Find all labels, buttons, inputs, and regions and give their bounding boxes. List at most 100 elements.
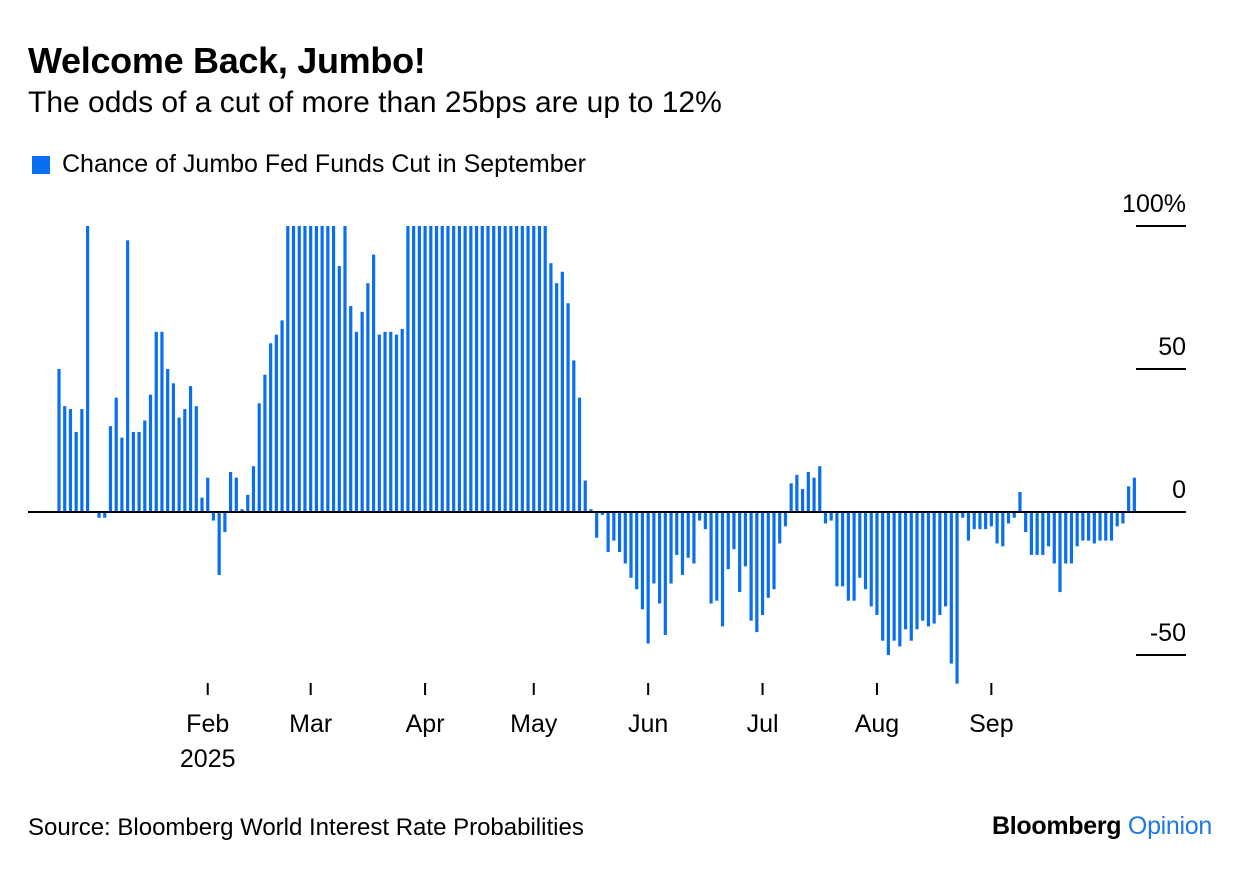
bar [812, 477, 816, 512]
bar [1127, 486, 1131, 512]
bar [635, 512, 639, 590]
bar [269, 343, 273, 512]
bar [120, 437, 124, 512]
bar [749, 512, 753, 621]
bar [658, 512, 662, 604]
bar [1081, 512, 1085, 541]
bar [131, 431, 135, 512]
bar [1098, 512, 1102, 541]
bar [795, 474, 799, 512]
bar [646, 512, 650, 644]
bar [955, 512, 959, 684]
bar [789, 483, 793, 512]
y-tick-label: 100% [1122, 190, 1186, 218]
bar [858, 512, 862, 578]
x-tick-label: Mar [289, 710, 332, 738]
bar [720, 512, 725, 627]
bar [938, 512, 942, 615]
bar [892, 512, 896, 641]
bar [63, 406, 67, 512]
bar [309, 226, 313, 512]
bar [148, 394, 153, 512]
bar [1041, 512, 1045, 555]
bar [577, 397, 582, 512]
bar [926, 512, 931, 627]
bar [188, 386, 193, 512]
bar-chart: 100% 50 0 -50 Feb 2025 Mar Apr May Jun Jul Aug Sep [28, 190, 1186, 773]
bar [852, 512, 856, 601]
x-tick-label: Sep [969, 710, 1013, 738]
bar [57, 369, 61, 512]
bar [314, 226, 318, 512]
bar [978, 512, 982, 530]
bar [383, 331, 387, 512]
bar [457, 226, 461, 512]
bar [394, 334, 399, 512]
bar [921, 512, 925, 621]
bar [526, 226, 530, 512]
bar [766, 512, 770, 598]
bar [434, 226, 439, 512]
bar [984, 512, 988, 530]
bar [612, 512, 616, 541]
bar [583, 480, 587, 512]
bar [532, 226, 536, 512]
bar [1092, 512, 1096, 544]
bar [944, 512, 948, 607]
bar [881, 512, 885, 641]
bar [114, 397, 118, 512]
bar [1052, 512, 1056, 564]
bar [1109, 512, 1114, 541]
bar [74, 431, 78, 512]
bar [606, 512, 610, 553]
bar [698, 512, 702, 521]
bar [1035, 512, 1039, 555]
bar [949, 512, 953, 664]
bar [778, 512, 782, 544]
legend: Chance of Jumbo Fed Funds Cut in Septemb… [32, 150, 586, 179]
bar [503, 226, 507, 512]
bar [543, 226, 547, 512]
y-tick-label: -50 [1150, 619, 1186, 647]
bar [223, 512, 227, 533]
bar [835, 512, 839, 587]
bar [589, 509, 593, 512]
y-tick-label: 50 [1158, 333, 1186, 361]
bar [732, 512, 736, 550]
chart-subtitle: The odds of a cut of more than 25bps are… [28, 86, 722, 119]
bar [989, 512, 993, 527]
bar [326, 226, 330, 512]
bar [1046, 512, 1051, 547]
bar [1087, 512, 1091, 541]
bar [240, 509, 244, 512]
bar [663, 512, 667, 635]
bar [909, 512, 913, 641]
bar [497, 226, 502, 512]
bar [509, 226, 513, 512]
bar [932, 512, 936, 624]
bar [1115, 512, 1119, 527]
brand-logo: Bloomberg Opinion [992, 812, 1212, 841]
bar [194, 406, 198, 512]
legend-label: Chance of Jumbo Fed Funds Cut in Septemb… [62, 150, 586, 178]
bar [549, 263, 553, 512]
bar [406, 226, 410, 512]
bar [823, 512, 828, 524]
x-tick-year-label: 2025 [180, 745, 236, 773]
bar [137, 431, 141, 512]
bar [417, 226, 421, 512]
bar [263, 374, 267, 512]
bar [675, 512, 679, 555]
bar [1104, 512, 1108, 541]
bar [166, 369, 170, 512]
bar [1012, 512, 1016, 518]
bar [257, 403, 261, 512]
bar [480, 226, 484, 512]
bar [160, 331, 164, 512]
bar [80, 409, 84, 512]
bar [1006, 512, 1011, 524]
bar [760, 512, 765, 615]
bar [1029, 512, 1033, 555]
bar [389, 331, 393, 512]
bar [846, 512, 850, 601]
